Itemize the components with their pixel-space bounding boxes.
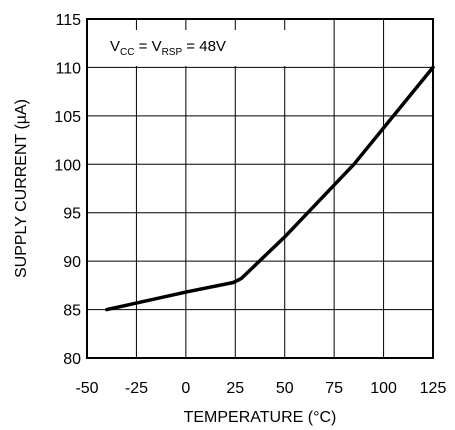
y-tick-label: 110: [55, 60, 81, 77]
y-tick-label: 85: [63, 303, 81, 320]
annotation-background: [96, 30, 316, 66]
x-tick-label: -50: [75, 380, 98, 397]
x-tick-label: -25: [125, 380, 148, 397]
x-tick-label: 50: [276, 380, 294, 397]
x-axis-label: TEMPERATURE (°C): [184, 409, 337, 426]
anno-eq2: = 48V: [182, 38, 226, 55]
y-tick-label: 80: [63, 351, 81, 368]
y-tick-label: 100: [54, 157, 81, 174]
anno-v: V: [110, 38, 120, 55]
x-tick-label: 75: [325, 380, 343, 397]
condition-annotation: VCC = VRSP = 48V: [110, 38, 226, 58]
chart-grid: [86, 18, 434, 359]
y-tick-label: 90: [63, 254, 81, 271]
x-tick-label: 0: [181, 380, 190, 397]
x-tick-label: 100: [370, 380, 397, 397]
x-tick-label: 125: [420, 380, 447, 397]
y-tick-label: 95: [63, 206, 81, 223]
anno-eq1: = V: [134, 38, 161, 55]
y-tick-labels: 80 85 90 95 100 105 110 115: [54, 12, 81, 368]
anno-rsp-sub: RSP: [162, 47, 183, 58]
anno-cc-sub: CC: [120, 47, 134, 58]
y-axis-label: SUPPLY CURRENT (µA): [13, 99, 30, 278]
y-tick-label: 115: [55, 12, 81, 29]
series-line-supply-current: [105, 65, 435, 312]
x-tick-labels: -50 -25 0 25 50 75 100 125: [75, 380, 446, 397]
y-tick-label: 105: [54, 109, 81, 126]
plot-frame: [86, 18, 434, 359]
x-tick-label: 25: [226, 380, 244, 397]
